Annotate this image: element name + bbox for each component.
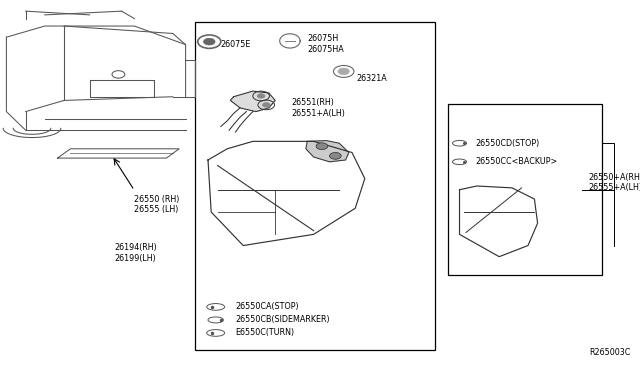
Text: 26194(RH)
26199(LH): 26194(RH) 26199(LH) [114, 243, 157, 263]
Circle shape [204, 38, 215, 45]
Text: 26321A: 26321A [356, 74, 387, 83]
Bar [448, 104, 602, 275]
Polygon shape [58, 149, 179, 158]
Text: 26551(RH)
26551+A(LH): 26551(RH) 26551+A(LH) [291, 98, 345, 118]
Text: E6550C(TURN): E6550C(TURN) [236, 328, 294, 337]
Polygon shape [230, 91, 275, 112]
Polygon shape [280, 34, 300, 48]
Text: 26550+A(RH)
26555+A(LH): 26550+A(RH) 26555+A(LH) [589, 173, 640, 192]
Polygon shape [208, 141, 365, 246]
Text: 26550 (RH)
26555 (LH): 26550 (RH) 26555 (LH) [134, 195, 180, 214]
Text: R265003C: R265003C [589, 348, 630, 357]
Text: 26075H
26075HA: 26075H 26075HA [307, 34, 344, 54]
Text: 26550CC<BACKUP>: 26550CC<BACKUP> [475, 157, 557, 166]
Text: 26550CA(STOP): 26550CA(STOP) [236, 302, 299, 311]
Circle shape [262, 103, 270, 107]
Circle shape [316, 143, 328, 150]
Bar [195, 22, 435, 350]
Circle shape [338, 68, 349, 75]
Circle shape [330, 153, 341, 159]
Polygon shape [460, 186, 538, 257]
Text: 26075E: 26075E [221, 40, 251, 49]
Text: 26550CD(STOP): 26550CD(STOP) [475, 139, 539, 148]
Text: 26550CB(SIDEMARKER): 26550CB(SIDEMARKER) [236, 315, 330, 324]
Polygon shape [306, 141, 349, 162]
Circle shape [257, 94, 265, 98]
